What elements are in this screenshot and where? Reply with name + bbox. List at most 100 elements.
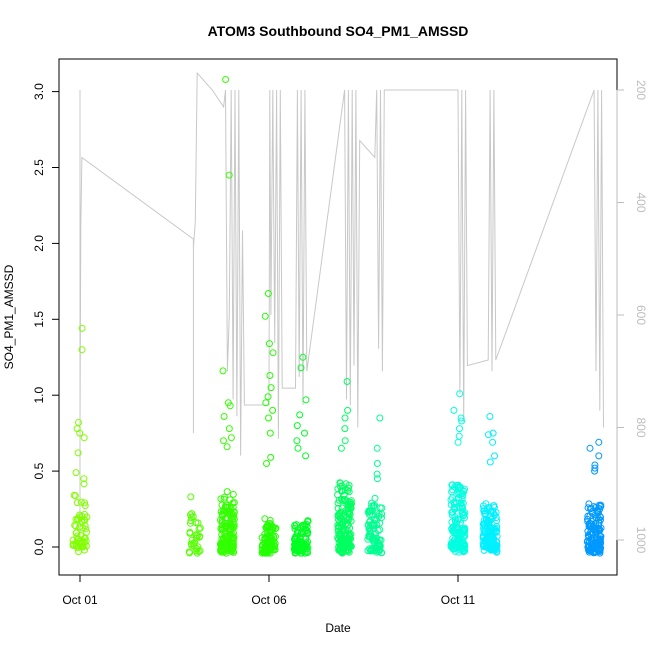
- data-point: [365, 524, 373, 532]
- data-point: [457, 515, 465, 523]
- data-point: [486, 413, 494, 420]
- data-point: [338, 520, 345, 528]
- data-point: [187, 517, 195, 525]
- data-point: [221, 493, 228, 501]
- data-point: [376, 543, 384, 550]
- y-tick-label: 0.0: [32, 538, 46, 555]
- data-point: [83, 528, 91, 536]
- data-point: [229, 490, 237, 498]
- data-point: [261, 542, 269, 550]
- data-point: [294, 528, 302, 536]
- data-point: [491, 511, 498, 519]
- data-point: [77, 498, 85, 506]
- data-point: [221, 503, 229, 511]
- chart-title: ATOM3 Southbound SO4_PM1_AMSSD: [208, 23, 469, 39]
- data-point: [453, 523, 461, 531]
- data-point: [229, 503, 237, 511]
- data-point: [223, 488, 231, 496]
- data-point: [186, 519, 194, 527]
- data-point: [72, 522, 80, 530]
- data-point: [458, 490, 466, 498]
- data-point: [586, 519, 594, 527]
- data-point: [217, 508, 225, 515]
- data-point: [189, 513, 197, 521]
- data-point: [493, 538, 501, 546]
- data-point: [266, 429, 274, 437]
- data-point: [220, 437, 227, 445]
- data-point: [341, 495, 348, 503]
- data-point: [493, 523, 501, 530]
- data-point: [591, 467, 599, 475]
- data-point: [82, 542, 90, 550]
- data-point: [78, 324, 86, 332]
- data-point: [192, 531, 200, 539]
- data-point: [225, 534, 233, 542]
- data-point: [70, 491, 78, 499]
- data-point: [304, 549, 312, 556]
- data-point: [597, 502, 605, 510]
- data-point: [261, 539, 269, 547]
- y-tick-label: 2.0: [32, 235, 46, 252]
- data-point: [265, 340, 273, 348]
- data-point: [266, 372, 274, 379]
- y-axis: 0.0 0.5 1.0 1.5 2.0 2.5 3.0: [32, 83, 59, 555]
- data-point: [72, 529, 80, 537]
- data-point: [341, 414, 349, 422]
- data-point: [460, 541, 467, 549]
- data-point: [373, 475, 381, 483]
- data-point: [262, 548, 270, 555]
- data-point: [293, 437, 301, 445]
- data-point: [345, 513, 353, 521]
- data-point: [365, 507, 373, 515]
- data-point: [489, 438, 497, 446]
- data-point: [291, 536, 299, 543]
- data-point: [376, 526, 384, 534]
- data-point: [80, 538, 88, 546]
- data-point: [455, 494, 463, 501]
- data-point: [461, 485, 468, 493]
- y-tick-label: 3.0: [32, 83, 46, 100]
- data-point: [594, 525, 602, 532]
- data-point: [337, 530, 345, 538]
- data-point: [261, 312, 269, 320]
- data-point: [230, 529, 237, 537]
- data-point: [459, 533, 467, 541]
- y-right-tick-label: 200: [634, 80, 648, 100]
- data-point: [591, 464, 599, 472]
- data-point: [486, 458, 494, 466]
- data-point: [461, 532, 469, 540]
- data-point: [223, 443, 231, 451]
- data-point: [267, 523, 275, 531]
- data-point: [267, 384, 275, 392]
- data-point: [457, 500, 465, 508]
- data-point: [346, 498, 354, 506]
- data-point: [588, 518, 596, 525]
- data-point: [486, 522, 493, 529]
- data-point: [481, 527, 489, 535]
- data-point: [453, 531, 461, 539]
- data-point: [337, 444, 345, 452]
- data-point: [586, 444, 594, 452]
- data-point: [342, 531, 350, 539]
- data-point: [335, 530, 343, 538]
- y-tick-label: 0.5: [32, 462, 46, 479]
- data-point: [584, 531, 592, 539]
- data-point: [484, 431, 492, 439]
- y-axis-label: SO4_PM1_AMSSD: [2, 264, 16, 369]
- data-point: [487, 546, 495, 554]
- data-point: [334, 521, 342, 529]
- data-point: [366, 511, 373, 519]
- data-point: [269, 406, 277, 414]
- data-point: [75, 548, 82, 556]
- data-point: [291, 521, 299, 529]
- y-right-tick-label: 800: [634, 417, 648, 437]
- data-point: [218, 531, 226, 539]
- data-point: [368, 499, 376, 507]
- data-point: [489, 429, 497, 437]
- data-point: [74, 515, 81, 523]
- data-point: [299, 353, 307, 361]
- data-point: [451, 547, 459, 555]
- data-point: [226, 402, 234, 410]
- data-point: [459, 536, 467, 544]
- data-point: [341, 437, 349, 445]
